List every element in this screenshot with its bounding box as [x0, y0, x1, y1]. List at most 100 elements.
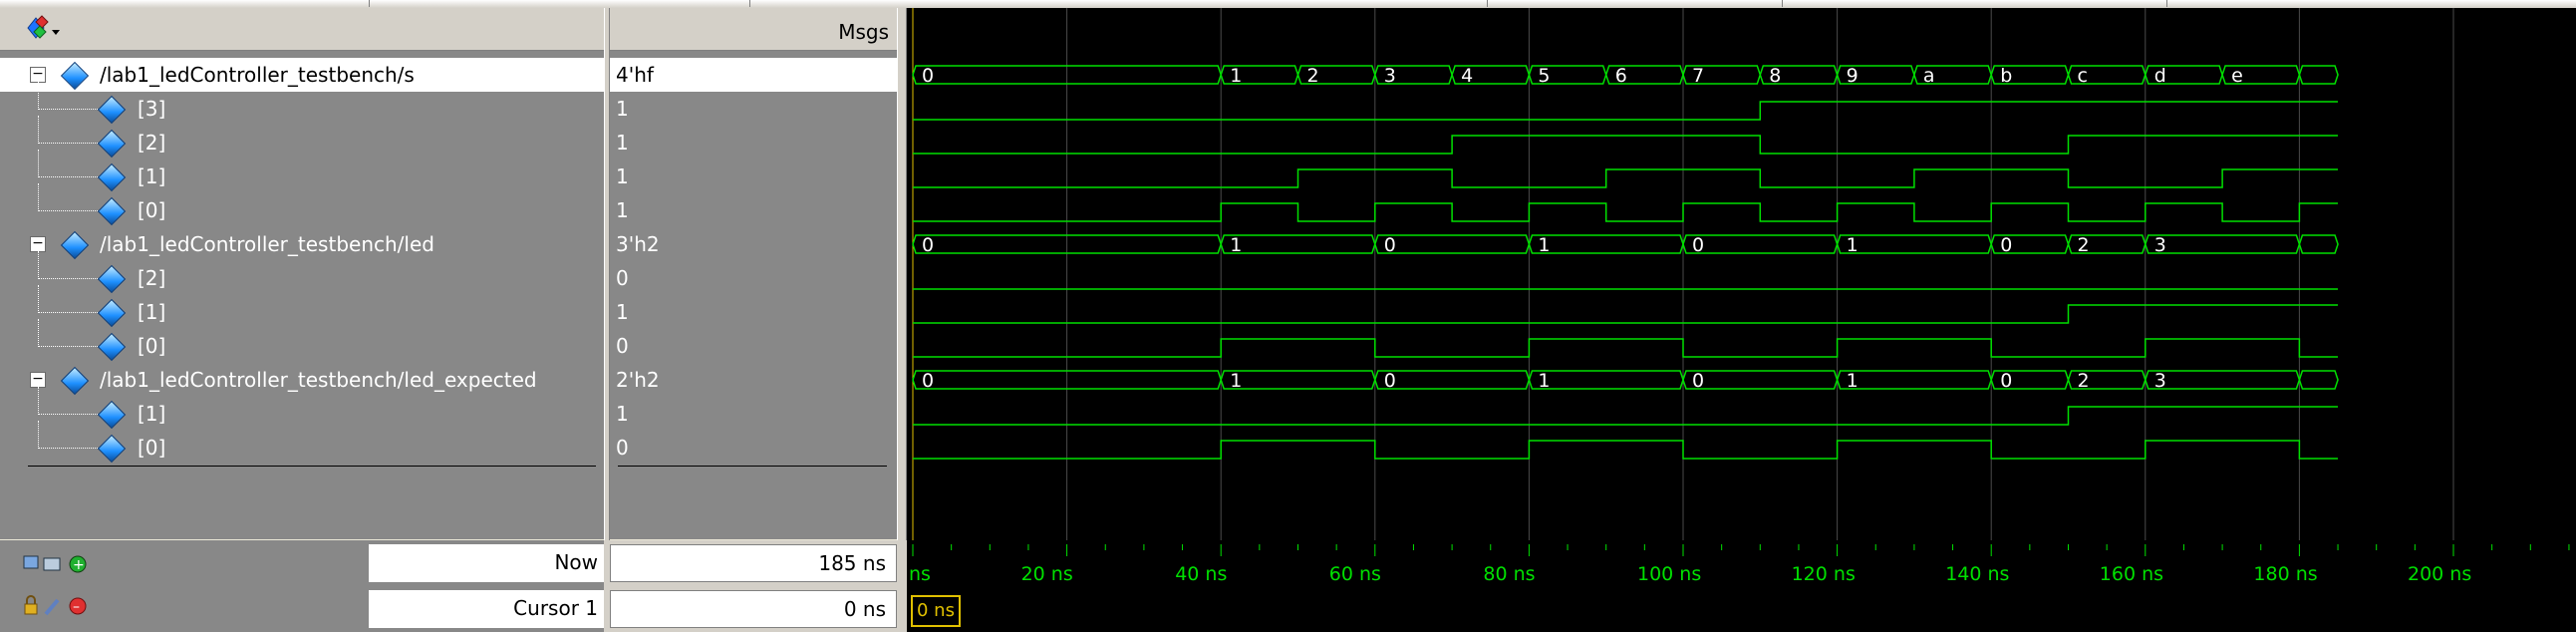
signal-name: [0] [138, 334, 166, 358]
tree-connector [38, 421, 39, 449]
signal-name-row[interactable]: [2] [0, 251, 604, 295]
bus-segment [1374, 234, 1531, 254]
bus-segment [2298, 370, 2339, 390]
signal-name: [1] [138, 402, 166, 426]
bus-value-label: 6 [1615, 65, 1627, 87]
msgs-column-label: Msgs [838, 20, 889, 44]
signal-value: 1 [616, 402, 629, 426]
bus-value-label: 1 [1847, 370, 1859, 392]
signal-name-row[interactable]: [0] [0, 319, 604, 363]
pane-splitter[interactable] [604, 8, 610, 632]
pane-splitter[interactable] [897, 8, 907, 632]
signal-name-row[interactable]: [1] [0, 285, 604, 329]
ruler-label: 100 ns [1637, 563, 1701, 585]
ruler-label: 120 ns [1792, 563, 1856, 585]
bus-value-label: 8 [1769, 65, 1781, 87]
ruler-label: 180 ns [2253, 563, 2317, 585]
names-header [0, 8, 604, 51]
cursor-flag[interactable]: 0 ns [911, 595, 961, 627]
toolbar-segment [369, 0, 750, 7]
bus-segment [2145, 370, 2301, 390]
time-ruler[interactable]: ns 20 ns 40 ns 60 ns 80 ns 100 ns 120 ns 140 ns… [907, 540, 2576, 590]
signal-name-row[interactable]: [3] [0, 82, 604, 126]
signal-name: [3] [138, 97, 166, 121]
signal-name-row[interactable]: [1] [0, 387, 604, 431]
tree-connector [38, 116, 39, 144]
collapse-toggle[interactable]: − [30, 236, 46, 252]
cursor-value: 0 ns [610, 590, 897, 628]
bit-waveform [913, 406, 2339, 426]
now-label: Now [369, 544, 604, 582]
cursor-pane[interactable]: 0 ns [907, 590, 2576, 632]
signal-name-row[interactable]: − /lab1_ledController_testbench/s [0, 58, 604, 92]
wave-window[interactable]: 0 1 2 3 4 5 6 7 8 9 a b c d e 0 1 0 1 0 1 0 2 3 0 1 0 1 0 1 0 2 3 [907, 8, 2576, 540]
signal-name: [2] [138, 266, 166, 290]
svg-text:–: – [73, 599, 80, 615]
bus-value-label: 2 [1307, 65, 1319, 87]
signal-value: 1 [616, 97, 629, 121]
bus-value-label: 0 [2000, 234, 2012, 256]
signal-name: [0] [138, 198, 166, 222]
signal-name-row[interactable]: [2] [0, 116, 604, 159]
now-value: 185 ns [610, 544, 897, 582]
bus-value-label: 4 [1461, 65, 1473, 87]
signal-value: 1 [616, 131, 629, 155]
signal-value: 1 [616, 300, 629, 324]
toolbar-segment [0, 0, 370, 7]
cursor-label: Cursor 1 [369, 590, 604, 628]
signal-name-row[interactable]: − /lab1_ledController_testbench/led [0, 227, 604, 261]
tree-connector [38, 150, 39, 177]
bit-waveform [913, 101, 2339, 121]
signal-icon [60, 230, 90, 260]
signal-name-row[interactable]: [0] [0, 421, 604, 465]
bit-waveform [913, 304, 2339, 324]
tree-connector [38, 414, 100, 415]
ruler-label: 80 ns [1483, 563, 1535, 585]
bus-segment [1682, 370, 1839, 390]
tree-connector [38, 82, 39, 110]
bus-segment [2298, 65, 2339, 85]
collapse-toggle[interactable]: − [30, 372, 46, 388]
bit-waveform [913, 168, 2339, 188]
bus-value-label: 2 [2078, 234, 2090, 256]
ruler-label: 160 ns [2100, 563, 2163, 585]
tree-connector [38, 448, 100, 449]
signal-name: /lab1_ledController_testbench/led_expect… [100, 368, 537, 392]
bus-value-label: e [2231, 65, 2243, 87]
signal-value: 0 [616, 266, 629, 290]
bus-segment [1682, 234, 1839, 254]
wave-format-menu-button[interactable] [22, 14, 62, 44]
bus-value-label: 0 [1692, 234, 1704, 256]
tree-connector [38, 183, 39, 211]
bus-value-label: 9 [1847, 65, 1859, 87]
tree-connector [38, 387, 39, 415]
tree-connector [38, 312, 100, 313]
signal-name: [2] [138, 131, 166, 155]
wave-tools-icon: + [23, 555, 87, 573]
signal-name: [1] [138, 164, 166, 188]
bus-segment [1528, 234, 1684, 254]
signal-name-row[interactable]: [1] [0, 150, 604, 193]
now-icons[interactable]: + [22, 552, 92, 581]
signal-icon [97, 434, 127, 464]
ruler-label: 20 ns [1021, 563, 1073, 585]
waveform-canvas[interactable]: 0 1 2 3 4 5 6 7 8 9 a b c d e 0 1 0 1 0 1 0 2 3 0 1 0 1 0 1 0 2 3 [907, 8, 2576, 540]
signal-name-row[interactable]: − /lab1_ledController_testbench/led_expec… [0, 363, 604, 397]
bus-segment [1220, 234, 1376, 254]
bus-value-label: 2 [2078, 370, 2090, 392]
ruler-label: 40 ns [1175, 563, 1227, 585]
signal-value: 4'hf [610, 58, 897, 92]
insertion-marker [618, 466, 887, 467]
svg-text:+: + [73, 557, 85, 573]
bus-value-label: 0 [1692, 370, 1704, 392]
wave-format-icon [27, 15, 60, 39]
signal-name-row[interactable]: [0] [0, 183, 604, 227]
values-header: Msgs [610, 8, 897, 51]
tree-connector [38, 109, 100, 110]
bus-value-label: 3 [2154, 370, 2166, 392]
toolbar-segment [1782, 0, 2167, 7]
cursor-icons[interactable]: – [22, 594, 92, 623]
insertion-marker [28, 466, 596, 467]
collapse-toggle[interactable]: − [30, 67, 46, 83]
bit-waveform [913, 338, 2339, 358]
